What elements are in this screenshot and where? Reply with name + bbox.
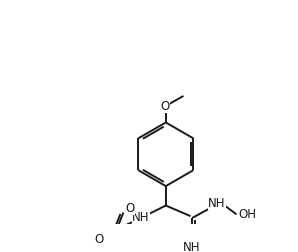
Text: OH: OH [238, 208, 256, 221]
Text: O: O [126, 202, 135, 215]
Text: NH: NH [132, 211, 150, 224]
Text: O: O [160, 100, 170, 113]
Text: NH: NH [183, 241, 200, 252]
Text: O: O [94, 233, 103, 246]
Text: NH: NH [208, 197, 226, 210]
